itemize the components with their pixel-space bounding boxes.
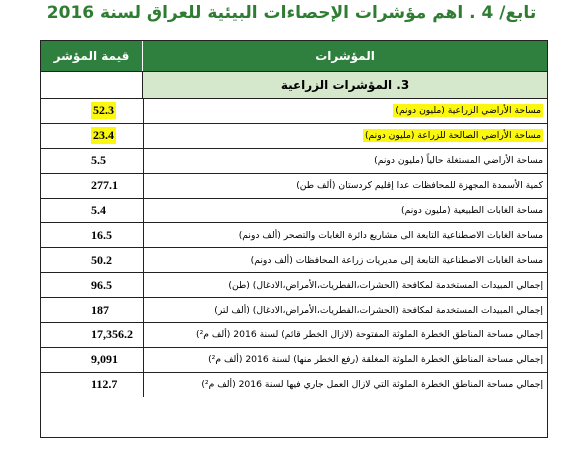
indicator-label-text: إجمالي المبيدات المستخدمة لمكافحة (الحشر… xyxy=(228,279,543,291)
indicator-value-text: 17,356.2 xyxy=(91,327,133,342)
table-row: إجمالي المبيدات المستخدمة لمكافحة (الحشر… xyxy=(41,297,547,323)
indicator-label-text: كمية الأسمدة المجهزة للمحافظات عدا إقليم… xyxy=(296,180,543,192)
indicator-value: 17,356.2 xyxy=(41,323,143,347)
section-empty-cell xyxy=(41,72,142,98)
table-row: إجمالي مساحة المناطق الخطرة الملوثة المغ… xyxy=(41,346,547,372)
indicator-label: إجمالي المبيدات المستخدمة لمكافحة (الحشر… xyxy=(143,298,547,323)
indicator-value: 16.5 xyxy=(41,223,143,247)
indicator-value: 23.4 xyxy=(41,124,143,148)
table-row: مساحة الغابات الاصطناعية التابعة الى مشا… xyxy=(41,222,547,248)
indicator-value: 112.7 xyxy=(41,373,143,397)
indicator-label: مساحة الأراضي الصالحة للزراعة (مليون دون… xyxy=(143,123,547,148)
indicator-label: إجمالي مساحة المناطق الخطرة الملوثة التي… xyxy=(143,372,547,397)
indicator-value-text: 187 xyxy=(91,302,109,317)
indicator-value-text: 52.3 xyxy=(91,102,116,120)
table-row: مساحة الأراضي المستغلة حالياً (مليون دون… xyxy=(41,147,547,173)
table-row: مساحة الأراضي الصالحة للزراعة (مليون دون… xyxy=(41,122,547,148)
header-value: قيمة المؤشر xyxy=(53,49,130,63)
indicator-value-text: 50.2 xyxy=(91,252,112,267)
indicator-value: 9,091 xyxy=(41,348,143,372)
indicator-value: 52.3 xyxy=(41,99,143,123)
section-title: 3. المؤشرات الزراعية xyxy=(142,72,547,98)
table-row: إجمالي مساحة المناطق الخطرة الملوثة التي… xyxy=(41,371,547,397)
indicator-label: مساحة الأراضي المستغلة حالياً (مليون دون… xyxy=(143,148,547,173)
indicator-value: 5.4 xyxy=(41,199,143,223)
indicator-label-text: مساحة الغابات الطبيعية (مليون دونم) xyxy=(401,205,543,216)
indicator-label-text: إجمالي المبيدات المستخدمة لمكافحة (الحشر… xyxy=(214,304,543,316)
indicator-value-text: 5.5 xyxy=(91,153,106,168)
indicator-label-text: مساحة الأراضي المستغلة حالياً (مليون دون… xyxy=(374,155,543,167)
indicator-value-text: 5.4 xyxy=(91,203,106,217)
indicator-label-text: إجمالي مساحة المناطق الخطرة الملوثة المف… xyxy=(196,329,543,341)
indicator-label-text: مساحة الغابات الاصطناعية التابعة إلى مدي… xyxy=(250,254,543,266)
indicator-label-text: مساحة الأراضي الصالحة للزراعة (مليون دون… xyxy=(362,129,543,143)
table-row: مساحة الغابات الاصطناعية التابعة إلى مدي… xyxy=(41,247,547,273)
indicator-label: مساحة الغابات الاصطناعية التابعة إلى مدي… xyxy=(143,248,547,273)
indicator-label: مساحة الأراضي الزراعية (مليون دونم) xyxy=(143,99,547,123)
table-row: مساحة الأراضي الزراعية (مليون دونم) 52.3 xyxy=(41,98,547,123)
indicator-label: إجمالي مساحة المناطق الخطرة الملوثة المف… xyxy=(143,323,547,347)
indicator-value-text: 112.7 xyxy=(91,377,118,392)
indicator-label: مساحة الغابات الطبيعية (مليون دونم) xyxy=(143,198,547,223)
indicator-label-text: مساحة الأراضي الزراعية (مليون دونم) xyxy=(393,104,543,118)
page-title: تابع/ 4 . اهم مؤشرات الإحصاءات البيئية ل… xyxy=(46,3,537,23)
indicator-value-text: 96.5 xyxy=(91,277,112,292)
indicator-value-text: 277.1 xyxy=(91,178,118,193)
indicator-label: إجمالي مساحة المناطق الخطرة الملوثة المغ… xyxy=(143,347,547,372)
section-row: 3. المؤشرات الزراعية xyxy=(41,71,547,98)
indicator-value-text: 9,091 xyxy=(91,352,118,367)
table-row: إجمالي مساحة المناطق الخطرة الملوثة المف… xyxy=(41,322,547,347)
indicator-label: إجمالي المبيدات المستخدمة لمكافحة (الحشر… xyxy=(143,273,547,298)
table-row: إجمالي المبيدات المستخدمة لمكافحة (الحشر… xyxy=(41,272,547,298)
indicator-label-text: مساحة الغابات الاصطناعية التابعة الى مشا… xyxy=(238,229,543,241)
indicator-label-text: إجمالي مساحة المناطق الخطرة الملوثة المغ… xyxy=(208,354,543,366)
table-row: كمية الأسمدة المجهزة للمحافظات عدا إقليم… xyxy=(41,172,547,198)
indicator-value: 96.5 xyxy=(41,273,143,297)
indicator-value: 187 xyxy=(41,298,143,322)
header-indicator: المؤشرات xyxy=(142,41,547,71)
indicator-label-text: إجمالي مساحة المناطق الخطرة الملوثة التي… xyxy=(201,379,543,391)
indicator-value: 277.1 xyxy=(41,174,143,198)
indicator-label: كمية الأسمدة المجهزة للمحافظات عدا إقليم… xyxy=(143,173,547,198)
indicator-value-text: 16.5 xyxy=(91,227,112,242)
indicators-table: المؤشرات قيمة المؤشر 3. المؤشرات الزراعي… xyxy=(40,40,548,438)
table-header: المؤشرات قيمة المؤشر xyxy=(41,41,547,71)
indicator-value-text: 23.4 xyxy=(91,127,116,145)
indicator-label: مساحة الغابات الاصطناعية التابعة الى مشا… xyxy=(143,223,547,248)
indicator-value: 50.2 xyxy=(41,248,143,272)
indicator-value: 5.5 xyxy=(41,149,143,173)
table-body: مساحة الأراضي الزراعية (مليون دونم) 52.3 م… xyxy=(41,98,547,397)
table-row: مساحة الغابات الطبيعية (مليون دونم) 5.4 xyxy=(41,197,547,223)
